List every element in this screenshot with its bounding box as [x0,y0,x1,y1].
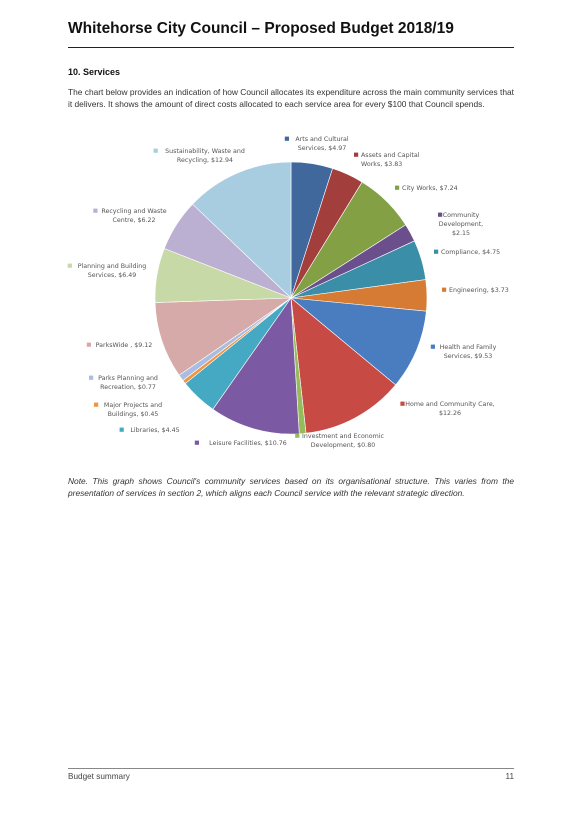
legend-label-home-and-community-care: Home and Community Care, $12.26 [400,401,495,417]
pie-slice-sustainability [192,161,292,299]
note-paragraph: Note. This graph shows Council's communi… [68,476,514,498]
legend-label-parks-planning-and-recreation: Parks Planning and Recreation, $0.77 [89,375,158,391]
header-divider [68,47,514,48]
slice-label-text: Parks Planning and Recreation, $0.77 [98,375,158,391]
slice-label-text: Libraries, $4.45 [130,427,179,434]
footer-divider [68,768,514,769]
page-number: 11 [505,772,515,781]
slice-label-text: Arts and Cultural Services, $4.97 [295,136,349,152]
legend-label-engineering: Engineering, $3.73 [442,287,509,294]
legend-marker [153,148,158,153]
legend-label-leisure-facilities: Leisure Facilities, $10.76 [194,440,287,447]
legend-marker [434,249,439,254]
pie-slice-home-and-community-care [290,297,397,434]
slice-label-text: Compliance, $4.75 [441,249,500,256]
page-title: Whitehorse City Council – Proposed Budge… [68,20,454,37]
slice-label-text: Assets and Capital Works, $3.83 [361,152,420,168]
legend-marker [194,440,199,445]
legend-label-health-and-family-services: Health and Family Services, $9.53 [430,344,497,360]
slice-label-text: Recycling and Waste Centre, $6.22 [101,208,166,224]
legend-marker [438,212,443,217]
legend-label-parkswide: ParksWide , $9.12 [86,342,153,349]
slice-label-text: Leisure Facilities, $10.76 [209,440,287,447]
legend-marker [295,433,300,438]
legend-label-recycling-and-waste-centre: Recycling and Waste Centre, $6.22 [93,208,167,224]
legend-marker [400,401,405,406]
slice-label-text: Planning and Building Services, $6.49 [78,263,147,279]
legend-marker [442,287,447,292]
slice-label-text: Engineering, $3.73 [449,287,509,294]
legend-label-sustainability: Sustainability, Waste and Recycling, $12.… [153,148,245,164]
slice-label-text: City Works, $7.24 [402,185,458,192]
legend-marker [93,208,98,213]
legend-label-compliance: Compliance, $4.75 [434,249,500,256]
legend-label-planning-and-building-services: Planning and Building Services, $6.49 [67,263,147,279]
slice-label-text: Investment and Economic Development, $0.8… [302,433,385,449]
legend-marker [94,402,99,407]
legend-label-city-works: City Works, $7.24 [395,185,458,192]
slice-label-text: Health and Family Services, $9.53 [440,344,497,360]
legend-marker [89,375,94,380]
legend-label-arts-and-cultural-services: Arts and Cultural Services, $4.97 [284,136,349,152]
legend-marker [430,344,435,349]
legend-marker [119,427,124,432]
section-heading: 10. Services [68,67,121,77]
legend-marker [284,136,289,141]
footer-section-name: Budget summary [68,772,130,781]
legend-label-investment-and-economic-development: Investment and Economic Development, $0.8… [295,433,385,449]
intro-paragraph: The chart below provides an indication o… [68,87,514,109]
slice-label-text: ParksWide , $9.12 [96,342,153,349]
pie-slice-health-and-family-services [290,297,427,386]
legend-label-libraries: Libraries, $4.45 [119,427,180,434]
legend-marker [86,342,91,347]
legend-marker [67,263,72,268]
slice-label-text: Sustainability, Waste and Recycling, $12.… [165,148,245,164]
legend-label-major-projects-and-buildings: Major Projects and Buildings, $0.45 [94,402,162,418]
slice-label-text: Home and Community Care, $12.26 [405,401,494,417]
legend-marker [395,185,400,190]
legend-marker [354,152,359,157]
legend-label-assets-and-capital-works: Assets and Capital Works, $3.83 [354,152,420,168]
legend-label-community-development: Community Development, $2.15 [438,212,483,237]
slice-label-text: Major Projects and Buildings, $0.45 [104,402,162,418]
slice-label-text: Community Development, $2.15 [439,212,483,237]
